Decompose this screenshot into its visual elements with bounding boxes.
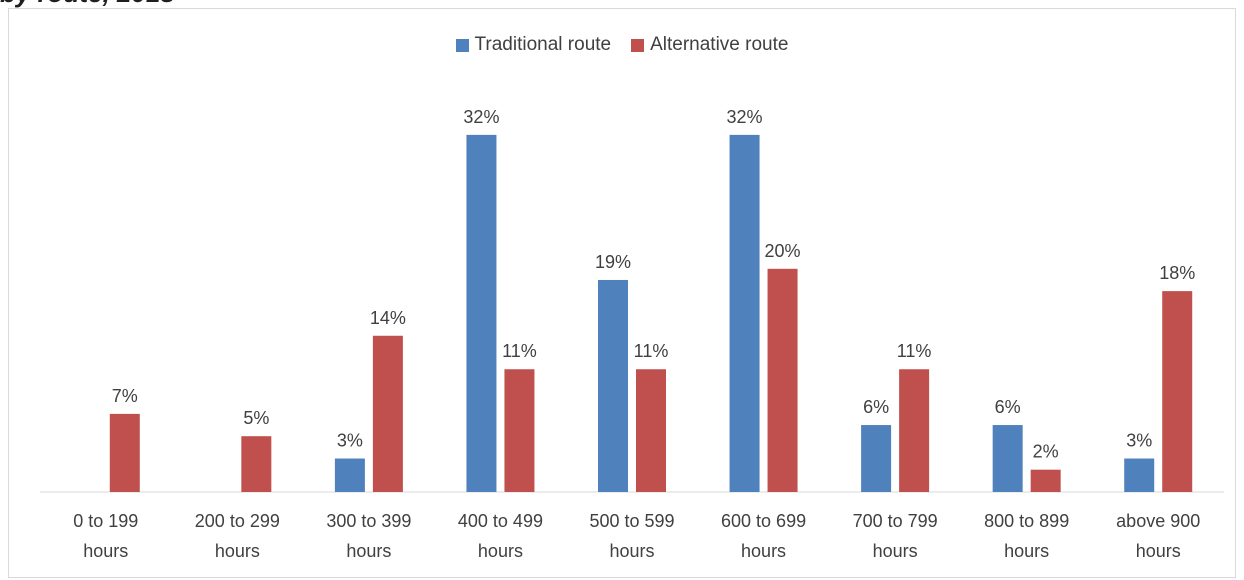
data-label-traditional-4: 19% (595, 252, 631, 272)
bar-traditional-6 (861, 425, 892, 492)
legend-swatch-traditional (455, 38, 469, 52)
x-tick-label-1-line-1: hours (215, 541, 260, 561)
x-tick-label-7-line-0: 800 to 899 (984, 511, 1069, 531)
data-label-alternative-8: 18% (1159, 263, 1195, 283)
x-tick-label-6-line-1: hours (873, 541, 918, 561)
x-tick-label-3-line-0: 400 to 499 (458, 511, 543, 531)
data-label-traditional-8: 3% (1126, 431, 1152, 451)
data-label-traditional-5: 32% (727, 107, 763, 127)
x-tick-label-7-line-1: hours (1004, 541, 1049, 561)
x-tick-label-6-line-0: 700 to 799 (853, 511, 938, 531)
bar-traditional-2 (334, 458, 365, 492)
x-tick-label-3-line-1: hours (478, 541, 523, 561)
data-label-alternative-2: 14% (370, 308, 406, 328)
bar-alternative-0 (109, 413, 140, 492)
x-tick-label-8-line-1: hours (1136, 541, 1181, 561)
data-label-traditional-2: 3% (337, 431, 363, 451)
data-label-alternative-4: 11% (634, 341, 669, 361)
bar-alternative-1 (241, 436, 272, 492)
x-tick-label-5-line-0: 600 to 699 (721, 511, 806, 531)
bar-alternative-6 (899, 369, 930, 492)
bar-traditional-8 (1124, 458, 1155, 492)
x-tick-label-2-line-0: 300 to 399 (326, 511, 411, 531)
data-label-alternative-1: 5% (243, 408, 269, 428)
data-label-traditional-3: 32% (463, 107, 499, 127)
data-label-traditional-7: 6% (995, 397, 1021, 417)
bar-alternative-7 (1030, 469, 1061, 492)
chart-frame (8, 8, 1236, 578)
legend-item-alternative: Alternative route (631, 34, 788, 56)
x-tick-label-5-line-1: hours (741, 541, 786, 561)
x-tick-label-8-line-0: above 900 (1116, 511, 1200, 531)
bar-traditional-3 (466, 134, 497, 492)
data-label-alternative-7: 2% (1033, 442, 1059, 462)
bar-alternative-4 (636, 369, 666, 492)
x-tick-label-1-line-0: 200 to 299 (195, 511, 280, 531)
legend: Traditional route Alternative route (0, 34, 1244, 56)
legend-label-alternative: Alternative route (650, 34, 789, 55)
legend-label-traditional: Traditional route (474, 34, 612, 55)
bar-traditional-4 (598, 279, 628, 492)
legend-swatch-alternative (631, 38, 645, 52)
bar-traditional-5 (729, 134, 760, 492)
data-label-alternative-5: 20% (765, 241, 801, 261)
bar-alternative-8 (1162, 291, 1193, 492)
data-label-alternative-6: 11% (897, 341, 932, 361)
x-tick-label-4-line-1: hours (609, 541, 654, 561)
legend-item-traditional: Traditional route (455, 34, 612, 56)
chart-title-clipped: by route, 2018 (0, 0, 175, 9)
bar-alternative-3 (504, 369, 535, 492)
x-tick-label-0-line-0: 0 to 199 (73, 511, 138, 531)
bar-alternative-5 (767, 268, 798, 492)
x-tick-label-0-line-1: hours (83, 541, 128, 561)
data-label-alternative-0: 7% (112, 386, 138, 406)
x-tick-label-2-line-1: hours (346, 541, 391, 561)
data-label-alternative-3: 11% (502, 341, 537, 361)
x-tick-label-4-line-0: 500 to 599 (589, 511, 674, 531)
bar-alternative-2 (372, 335, 403, 492)
data-label-traditional-6: 6% (863, 397, 889, 417)
bar-traditional-7 (992, 425, 1023, 492)
